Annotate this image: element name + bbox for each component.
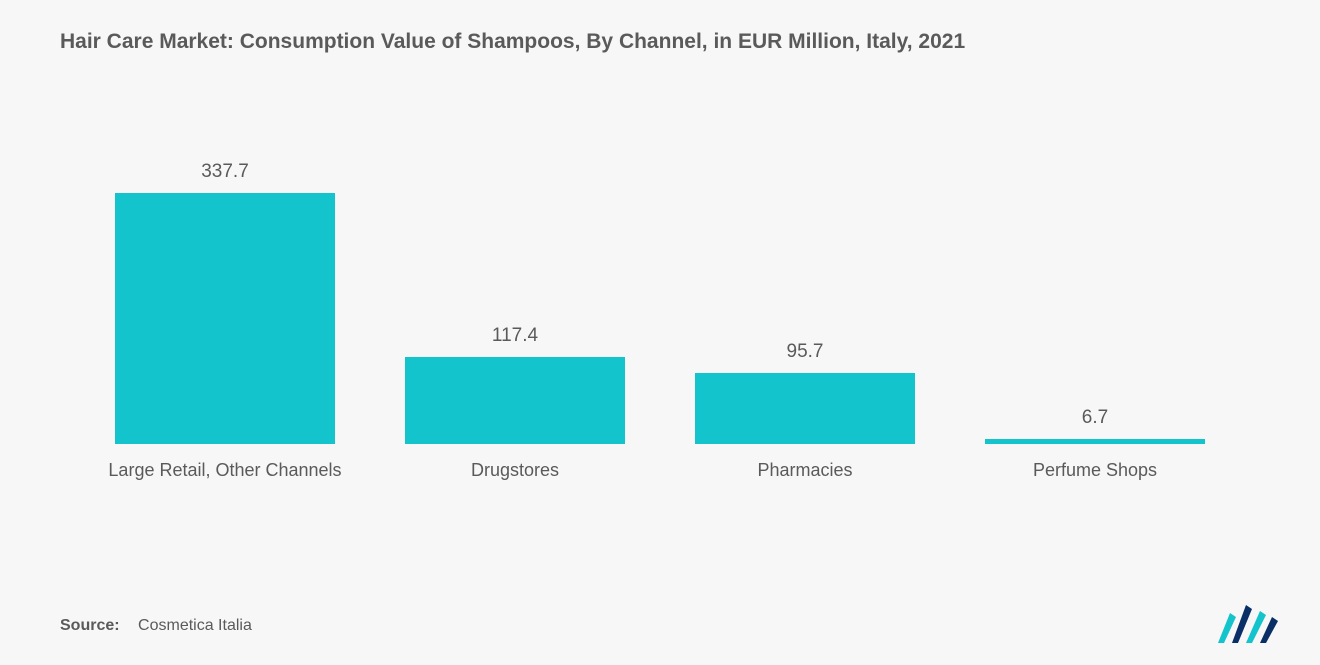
bar [115, 193, 334, 444]
bar [695, 373, 914, 444]
bar-group: 117.4 [387, 325, 642, 444]
bar-group: 337.7 [97, 161, 352, 444]
category-label: Drugstores [387, 458, 642, 482]
bar-value-label: 6.7 [1082, 407, 1108, 429]
source-label: Source: [60, 617, 120, 634]
bar-group: 6.7 [967, 407, 1222, 444]
source-text: Cosmetica Italia [138, 617, 252, 634]
bar-chart: 337.7 117.4 95.7 6.7 [60, 144, 1260, 444]
bar-group: 95.7 [677, 341, 932, 444]
bar-value-label: 337.7 [201, 161, 249, 183]
bar-value-label: 117.4 [492, 325, 538, 347]
category-label: Pharmacies [677, 458, 932, 482]
bar [405, 357, 624, 444]
category-axis: Large Retail, Other Channels Drugstores … [60, 458, 1260, 482]
category-label: Perfume Shops [967, 458, 1222, 482]
source-line: Source: Cosmetica Italia [60, 617, 252, 635]
bar [985, 439, 1204, 444]
logo-bars [1218, 605, 1278, 643]
category-label: Large Retail, Other Channels [97, 458, 352, 482]
bar-value-label: 95.7 [787, 341, 824, 363]
mordor-logo-icon [1216, 603, 1280, 645]
chart-title: Hair Care Market: Consumption Value of S… [60, 30, 1260, 54]
